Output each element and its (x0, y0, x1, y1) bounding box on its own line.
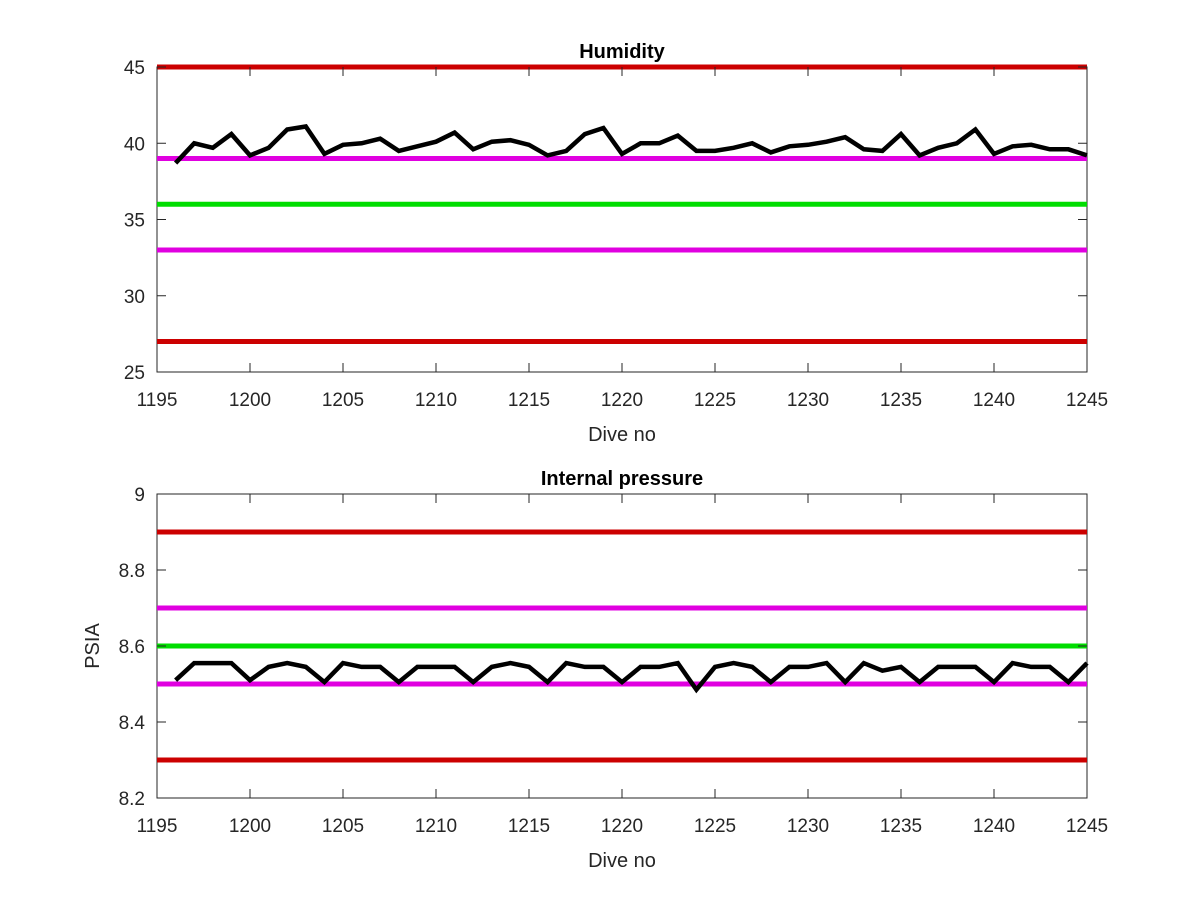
x-tick-label: 1225 (694, 816, 736, 837)
x-tick-label: 1195 (137, 390, 178, 411)
y-tick-label: 35 (124, 211, 145, 232)
x-tick-label: 1230 (787, 816, 829, 837)
y-axis-label: PSIA (82, 623, 104, 669)
x-tick-label: 1215 (508, 390, 550, 411)
axes-box (156, 66, 1088, 373)
x-tick-label: 1205 (322, 390, 364, 411)
x-tick-label: 1210 (415, 816, 457, 837)
x-tick-label: 1205 (322, 816, 364, 837)
x-tick-label: 1245 (1066, 390, 1108, 411)
humidity-panel: Humidity Dive no 1195 1200 1205 1210 1215 122… (124, 41, 1108, 446)
x-axis-label: Dive no (588, 850, 656, 872)
series-line (174, 660, 1089, 694)
y-tick-label: 30 (124, 287, 145, 308)
y-tick-label: 8.4 (119, 713, 146, 734)
x-tick-label: 1230 (787, 390, 829, 411)
x-tick-label: 1220 (601, 816, 643, 837)
x-tick-label: 1195 (137, 816, 178, 837)
series-line (173, 124, 1088, 165)
chart-title: Humidity (579, 41, 665, 63)
x-tick-label: 1240 (973, 816, 1015, 837)
x-tick-label: 1240 (973, 390, 1015, 411)
y-tick-label: 45 (124, 58, 145, 79)
x-tick-label: 1200 (229, 816, 271, 837)
x-tick-label: 1210 (415, 390, 457, 411)
x-tick-label: 1200 (229, 390, 271, 411)
x-tick-label: 1235 (880, 816, 922, 837)
x-tick-label: 1245 (1066, 816, 1108, 837)
x-tick-label: 1220 (601, 390, 643, 411)
y-tick-label: 40 (124, 134, 145, 155)
chart-title: Internal pressure (541, 468, 703, 490)
y-tick-label: 8.8 (119, 561, 145, 582)
internal-pressure-panel: Internal pressure Dive no PSIA 1195 1200 1… (82, 468, 1108, 872)
y-tick-label: 25 (124, 363, 145, 384)
y-tick-label: 8.2 (119, 789, 145, 810)
y-tick-label: 8.6 (119, 637, 145, 658)
x-tick-label: 1235 (880, 390, 922, 411)
x-axis-label: Dive no (588, 424, 656, 446)
x-tick-label: 1215 (508, 816, 550, 837)
y-tick-label: 9 (134, 485, 145, 506)
x-tick-label: 1225 (694, 390, 736, 411)
